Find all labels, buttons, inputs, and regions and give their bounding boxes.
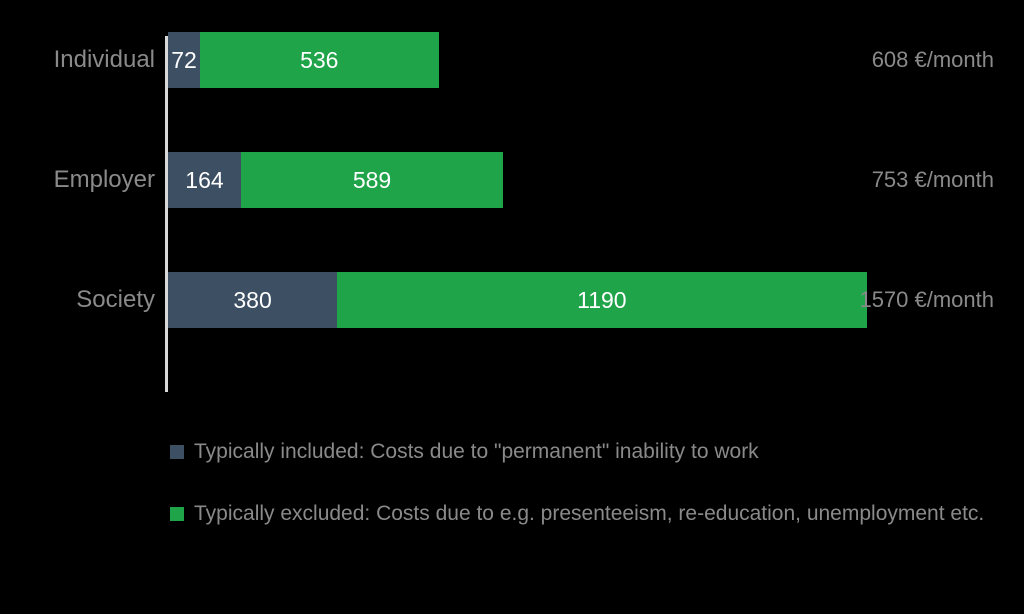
bar-segment-included: 164 (168, 152, 241, 208)
bar-segment-excluded: 536 (200, 32, 439, 88)
legend-item-included: Typically included: Costs due to "perman… (170, 440, 984, 464)
bar-segment-included: 380 (168, 272, 337, 328)
category-label: Employer (0, 166, 155, 194)
bar-stack: 164 589 (168, 152, 503, 208)
row-total-label: 608 €/month (872, 47, 994, 73)
bar-row: Society 380 1190 1570 €/month (0, 260, 1024, 340)
bar-row: Individual 72 536 608 €/month (0, 20, 1024, 100)
legend-item-excluded: Typically excluded: Costs due to e.g. pr… (170, 502, 984, 526)
legend-swatch-icon (170, 507, 184, 521)
bar-stack: 380 1190 (168, 272, 867, 328)
category-label: Society (0, 286, 155, 314)
bar-segment-excluded: 1190 (337, 272, 867, 328)
bar-segment-included: 72 (168, 32, 200, 88)
legend: Typically included: Costs due to "perman… (170, 440, 984, 564)
legend-label: Typically excluded: Costs due to e.g. pr… (194, 502, 984, 526)
legend-swatch-icon (170, 445, 184, 459)
category-label: Individual (0, 46, 155, 74)
bar-segment-excluded: 589 (241, 152, 503, 208)
legend-label: Typically included: Costs due to "perman… (194, 440, 759, 464)
stacked-bar-chart: Individual 72 536 608 €/month Employer 1… (0, 20, 1024, 380)
bar-stack: 72 536 (168, 32, 439, 88)
bar-row: Employer 164 589 753 €/month (0, 140, 1024, 220)
row-total-label: 753 €/month (872, 167, 994, 193)
row-total-label: 1570 €/month (859, 287, 994, 313)
